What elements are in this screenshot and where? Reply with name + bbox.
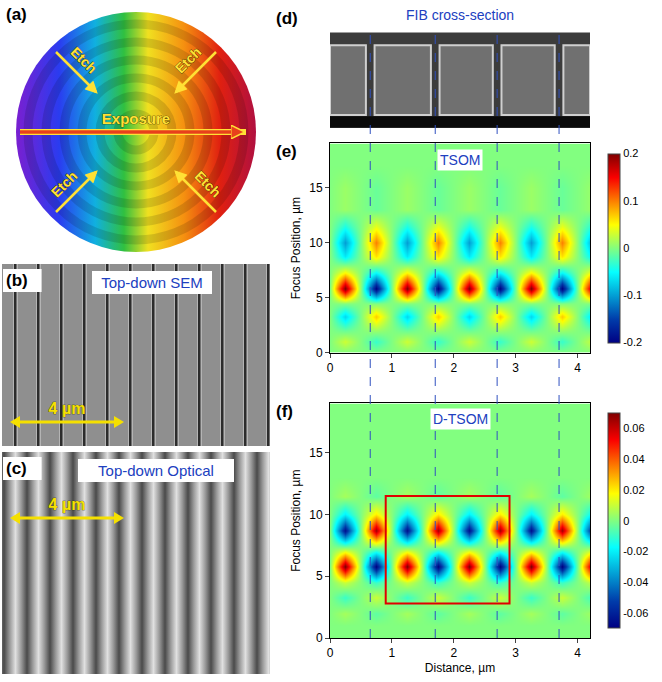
svg-text:0: 0	[327, 361, 334, 375]
svg-text:2: 2	[450, 646, 457, 660]
svg-text:-0.04: -0.04	[623, 576, 648, 588]
svg-text:0: 0	[623, 515, 629, 527]
svg-text:Focus Position, µm: Focus Position, µm	[289, 470, 303, 572]
svg-text:0.04: 0.04	[623, 453, 644, 465]
svg-text:0.2: 0.2	[623, 147, 638, 159]
svg-text:FIB cross-section: FIB cross-section	[406, 7, 514, 23]
svg-text:10: 10	[309, 508, 323, 522]
svg-text:(e): (e)	[276, 142, 297, 161]
svg-text:Top-down SEM: Top-down SEM	[101, 274, 203, 291]
svg-text:-0.02: -0.02	[623, 545, 648, 557]
svg-text:-0.1: -0.1	[623, 289, 642, 301]
svg-text:-0.2: -0.2	[623, 336, 642, 348]
svg-text:3: 3	[512, 361, 519, 375]
svg-text:Exposure: Exposure	[102, 110, 170, 127]
svg-text:0: 0	[316, 631, 323, 645]
svg-text:3: 3	[512, 646, 519, 660]
svg-text:(b): (b)	[6, 271, 28, 290]
svg-text:0: 0	[327, 646, 334, 660]
svg-text:Etch: Etch	[68, 44, 101, 77]
svg-text:5: 5	[316, 291, 323, 305]
svg-text:15: 15	[309, 181, 323, 195]
svg-text:0: 0	[316, 346, 323, 360]
svg-text:1: 1	[389, 361, 396, 375]
svg-text:0: 0	[623, 242, 629, 254]
svg-text:D-TSOM: D-TSOM	[433, 411, 488, 427]
svg-text:Etch: Etch	[48, 168, 81, 201]
svg-text:Focus Position, µm: Focus Position, µm	[289, 197, 303, 299]
svg-text:(a): (a)	[6, 5, 27, 24]
svg-text:1: 1	[389, 646, 396, 660]
svg-text:(d): (d)	[276, 9, 298, 28]
svg-text:Top-down Optical: Top-down Optical	[98, 462, 214, 479]
svg-text:(f): (f)	[276, 402, 293, 421]
svg-text:5: 5	[316, 569, 323, 583]
svg-text:(c): (c)	[6, 459, 27, 478]
svg-text:0.06: 0.06	[623, 422, 644, 434]
svg-text:Distance, µm: Distance, µm	[425, 661, 495, 675]
svg-text:4: 4	[574, 361, 581, 375]
svg-text:10: 10	[309, 236, 323, 250]
svg-text:15: 15	[309, 446, 323, 460]
svg-text:4: 4	[574, 646, 581, 660]
svg-text:0.1: 0.1	[623, 195, 638, 207]
svg-text:Etch: Etch	[172, 44, 205, 77]
svg-text:0.02: 0.02	[623, 484, 644, 496]
svg-text:-0.06: -0.06	[623, 607, 648, 619]
svg-text:2: 2	[450, 361, 457, 375]
svg-text:4 µm: 4 µm	[49, 496, 86, 513]
svg-text:4 µm: 4 µm	[49, 400, 86, 417]
svg-text:TSOM: TSOM	[440, 152, 480, 168]
svg-text:Etch: Etch	[192, 168, 225, 201]
